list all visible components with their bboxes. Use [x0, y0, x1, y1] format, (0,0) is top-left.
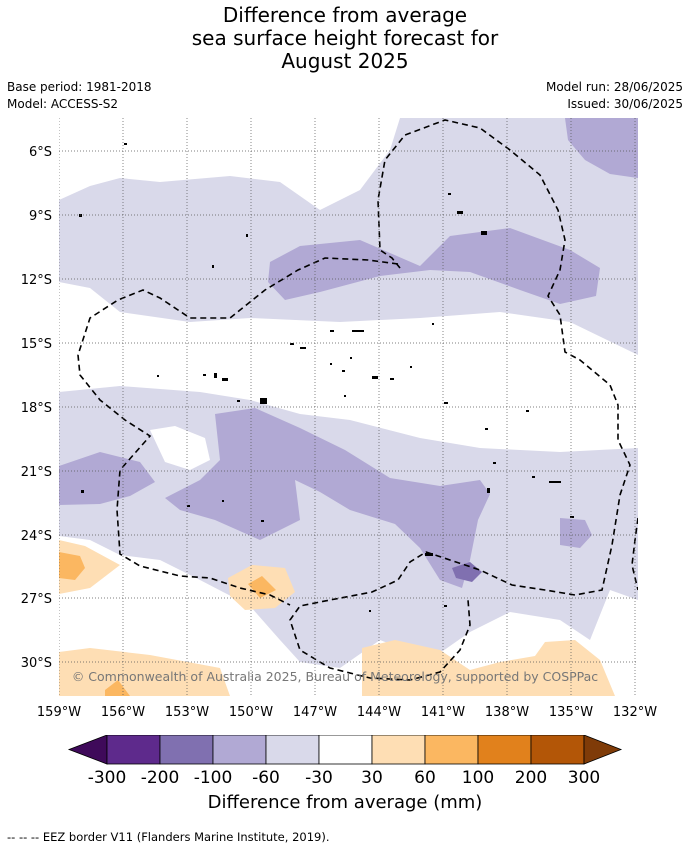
title-line-1: Difference from average: [222, 3, 468, 27]
anomaly-region-orange-center: [248, 576, 276, 598]
eez-legend-note: -- -- -- EEZ border V11 (Flanders Marine…: [7, 830, 330, 844]
map-field: © Commonwealth of Australia 2025, Bureau…: [59, 118, 638, 696]
colorbar-tick-label: 200: [515, 768, 547, 788]
colorbar-tick-label: -200: [141, 768, 180, 788]
base-period: Base period: 1981-2018: [7, 80, 152, 94]
colorbar: -300 -200 -100 -60 -30 30 60 100 200 300: [67, 735, 623, 788]
colorbar-label: Difference from average (mm): [207, 792, 483, 813]
lat-label: 24°S: [21, 529, 52, 544]
colorbar-tick-label: 60: [414, 768, 436, 788]
colorbar-segment: [212, 735, 267, 765]
copyright-notice: © Commonwealth of Australia 2025, Bureau…: [72, 669, 598, 684]
meta-right: Model run: 28/06/2025 Issued: 30/06/2025: [546, 79, 683, 113]
anomaly-region-mid-northeast: [565, 118, 638, 178]
forecast-map: © Commonwealth of Australia 2025, Bureau…: [21, 118, 657, 720]
colorbar-segment: [265, 735, 320, 765]
issued-date: Issued: 30/06/2025: [567, 97, 683, 111]
colorbar-segment: [424, 735, 479, 765]
colorbar-extend-high: [583, 735, 623, 765]
colorbar-tick-label: 100: [462, 768, 494, 788]
model-name: Model: ACCESS-S2: [7, 97, 119, 111]
anomaly-region-light-orange-south: [362, 640, 615, 696]
colorbar-segment: [318, 735, 373, 765]
lon-label: 147°W: [293, 705, 337, 720]
anomaly-region-mid-east: [560, 518, 592, 548]
title-line-3: August 2025: [281, 49, 409, 73]
lat-label: 9°S: [29, 209, 52, 224]
longitude-labels: 159°W 156°W 153°W 150°W 147°W 144°W 141°…: [37, 705, 657, 720]
lon-label: 159°W: [37, 705, 81, 720]
anomaly-region-light-orange-southwest: [59, 648, 230, 696]
latitude-labels: 6°S 9°S 12°S 15°S 18°S 21°S 24°S 27°S 30…: [21, 145, 52, 671]
colorbar-tick-label: -30: [305, 768, 333, 788]
colorbar-segment: [159, 735, 214, 765]
lon-label: 150°W: [229, 705, 273, 720]
lat-label: 6°S: [29, 145, 52, 160]
lon-label: 132°W: [613, 705, 657, 720]
lat-label: 21°S: [21, 465, 52, 480]
colorbar-tick-label: 30: [361, 768, 383, 788]
colorbar-tick-label: -60: [252, 768, 280, 788]
anomaly-region-dark: [452, 562, 482, 582]
colorbar-tick-label: 300: [568, 768, 600, 788]
colorbar-segment: [477, 735, 532, 765]
anomaly-region-white-central: [150, 426, 210, 470]
meta-left: Base period: 1981-2018 Model: ACCESS-S2: [7, 79, 152, 113]
lat-label: 12°S: [21, 273, 52, 288]
chart-title: Difference from average sea surface heig…: [0, 4, 690, 73]
colorbar-tick-label: -300: [88, 768, 127, 788]
anomaly-region-mid-north: [268, 228, 600, 304]
colorbar-tick-label: -100: [194, 768, 233, 788]
lon-label: 153°W: [165, 705, 209, 720]
colorbar-extend-low: [67, 735, 108, 765]
islands: [79, 143, 574, 612]
lon-label: 141°W: [421, 705, 465, 720]
lat-label: 30°S: [21, 656, 52, 671]
colorbar-segment: [530, 735, 585, 765]
title-line-2: sea surface height forecast for: [191, 26, 499, 50]
lat-label: 27°S: [21, 592, 52, 607]
lon-label: 144°W: [357, 705, 401, 720]
colorbar-segment: [371, 735, 426, 765]
model-run: Model run: 28/06/2025: [545, 80, 683, 94]
anomaly-region-orange-southwest: [105, 680, 130, 696]
lat-label: 18°S: [21, 401, 52, 416]
anomaly-region-mid-central: [165, 408, 490, 588]
gridlines: [59, 118, 638, 696]
lon-label: 138°W: [485, 705, 529, 720]
lat-label: 15°S: [21, 337, 52, 352]
colorbar-segment: [106, 735, 161, 765]
lon-label: 156°W: [101, 705, 145, 720]
anomaly-region-orange-west: [59, 552, 85, 580]
anomaly-region-light-orange-west: [59, 540, 120, 594]
lon-label: 135°W: [549, 705, 593, 720]
